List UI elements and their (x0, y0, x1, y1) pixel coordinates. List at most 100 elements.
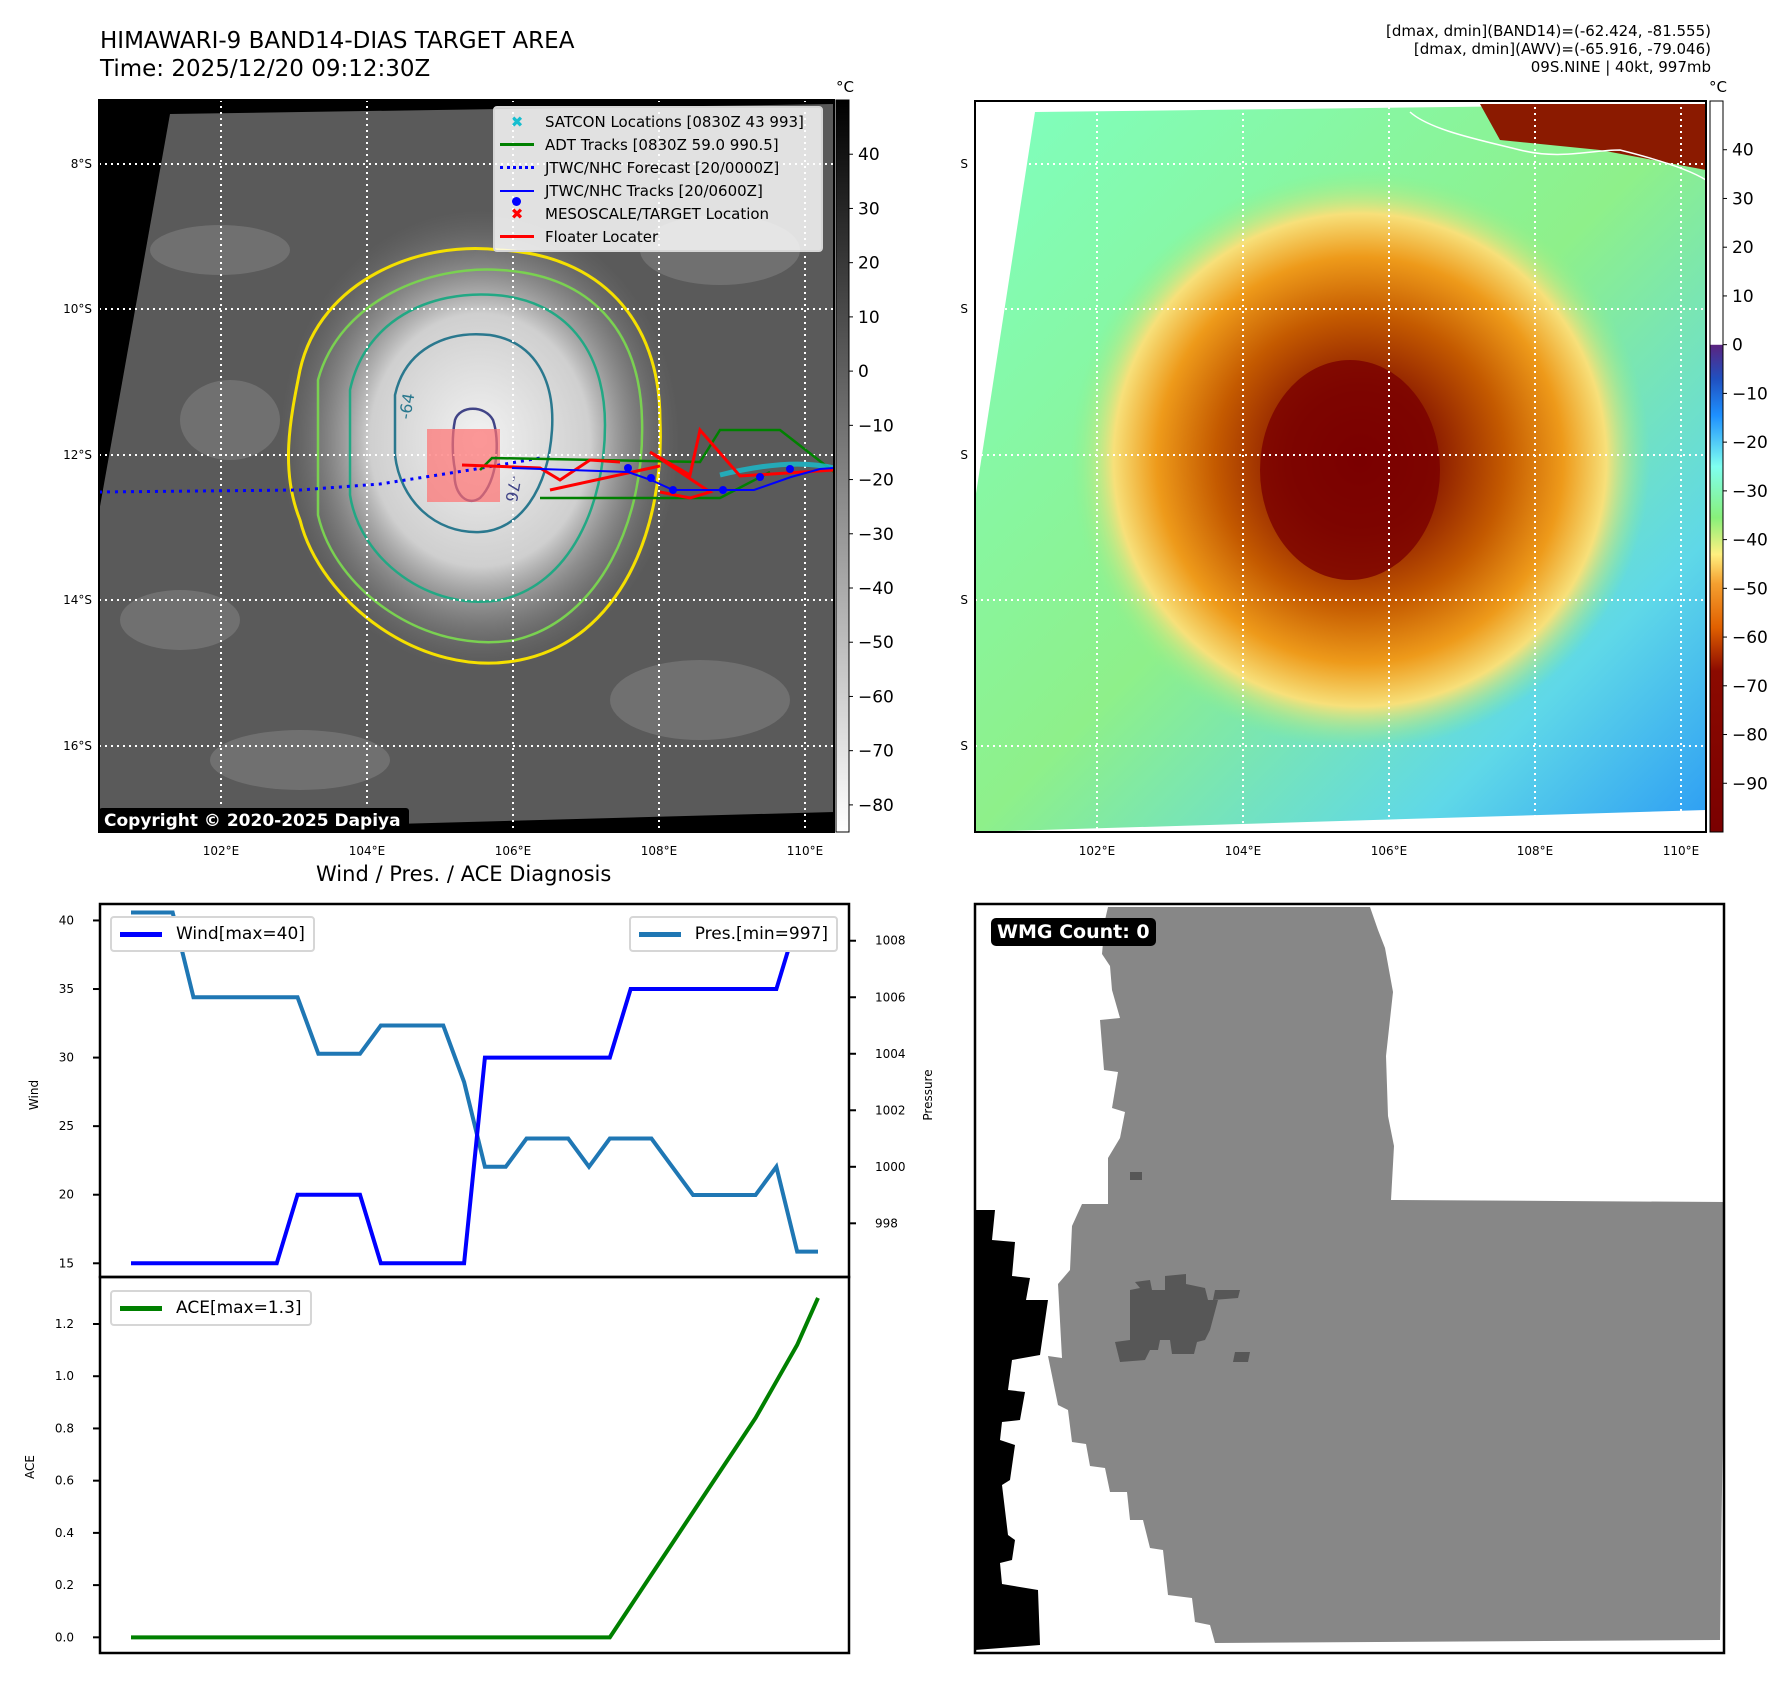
pressure-series-line (131, 910, 818, 1254)
x-marker-icon: ✖ (510, 112, 524, 131)
tick-label: 35 (59, 982, 74, 996)
wmg-gap (1002, 910, 1016, 920)
colorbar-tick-label: −30 (858, 525, 894, 545)
info-awv: [dmax, dmin](AWV)=(-65.916, -79.046) (1413, 40, 1711, 58)
solid-line-icon (495, 143, 539, 146)
legend-label: SATCON Locations [0830Z 43 993] (545, 112, 804, 131)
left-map-legend: ✖ SATCON Locations [0830Z 43 993] ADT Tra… (493, 106, 823, 252)
figure-time: Time: 2025/12/20 09:12:30Z (100, 56, 431, 82)
lat-tick: 16°S (63, 739, 92, 753)
tick-label: 1008 (875, 934, 906, 948)
copyright-text: Copyright © 2020-2025 Dapiya (104, 811, 401, 831)
lon-tick: 102°E (203, 844, 240, 858)
jtwc-forecast-track (99, 456, 541, 494)
colorbar-tick-label: 40 (1732, 141, 1754, 161)
colorbar-tick-label: −90 (1732, 774, 1768, 794)
info-block: [dmax, dmin](BAND14)=(-62.424, -81.555) … (1386, 22, 1711, 76)
lon-tick: 108°E (1517, 844, 1554, 858)
lat-tick: 14°S (960, 593, 968, 607)
diagnosis-charts: Wind Pressure ACE 15 20 25 30 35 40 998 1000 10… (23, 902, 935, 1655)
legend-label: JTWC/NHC Tracks [20/0600Z] (545, 181, 763, 200)
right-colorbar-unit: °C (1709, 78, 1727, 96)
tick-label: 0.2 (55, 1578, 74, 1592)
satcon-locations (719, 461, 834, 478)
contour-blue-teal (393, 333, 554, 534)
right-map-frame (974, 100, 1707, 833)
lon-tick: 110°E (787, 844, 824, 858)
lat-tick: 14°S (63, 593, 92, 607)
tick-label: 25 (59, 1119, 74, 1133)
lat-tick: 10°S (63, 302, 92, 316)
colorbar-tick-label: −60 (858, 687, 894, 707)
lon-tick: 104°E (1225, 844, 1262, 858)
copyright-box (99, 808, 409, 832)
legend-item-floater: Floater Locater (495, 225, 821, 248)
legend-label: Floater Locater (545, 227, 659, 246)
lon-tick: 106°E (495, 844, 532, 858)
right-colorbar (1709, 100, 1724, 833)
left-map-lon-ticks: 102°E 104°E 106°E 108°E 110°E (203, 844, 824, 858)
left-map-lat-ticks: 8°S 10°S 12°S 14°S 16°S (63, 157, 92, 753)
colorbar-tick-label: 10 (1732, 287, 1754, 307)
wmg-frame (973, 902, 1726, 1655)
storm-core (1260, 360, 1440, 580)
land-cold-cloud (1480, 104, 1706, 170)
tick-label: 1.0 (55, 1369, 74, 1383)
legend-item-adt: ADT Tracks [0830Z 59.0 990.5] (495, 133, 821, 156)
wmg-dark-cell (1213, 1290, 1240, 1300)
tick-label: 1004 (875, 1047, 906, 1061)
right-map-lat-ticks: 8°S 10°S 12°S 14°S 16°S (960, 157, 968, 753)
coastline (1409, 111, 1706, 181)
colorbar-tick-label: −30 (1732, 482, 1768, 502)
lat-tick: 16°S (960, 739, 968, 753)
contour-teal (348, 293, 607, 603)
colorbar-tick-label: −50 (858, 633, 894, 653)
right-map-panel: 8°S 10°S 12°S 14°S 16°S 102°E 104°E 106°… (960, 78, 1768, 858)
legend-label: JTWC/NHC Forecast [20/0000Z] (545, 158, 780, 177)
colorbar-tick-label: −40 (858, 579, 894, 599)
wind-legend-label: Wind[max=40] (176, 924, 305, 944)
solid-line-icon (120, 1305, 162, 1311)
tick-label: 20 (59, 1188, 74, 1202)
colorbar-tick-label: −10 (858, 416, 894, 436)
lat-tick: 12°S (960, 448, 968, 462)
lon-tick: 104°E (349, 844, 386, 858)
solid-line-icon (120, 931, 162, 937)
contour-label: -64 (395, 392, 418, 421)
solid-line-icon (638, 931, 681, 937)
colorbar-tick-label: −70 (858, 742, 894, 762)
tick-label: 0.0 (55, 1630, 74, 1644)
line-dot-marker-icon (495, 189, 539, 206)
colorbar-tick-label: 10 (858, 308, 880, 328)
info-band14: [dmax, dmin](BAND14)=(-62.424, -81.555) (1386, 22, 1711, 40)
legend-item-mesoscale: ✖ MESOSCALE/TARGET Location (495, 202, 821, 225)
colorbar-tick-label: 0 (858, 362, 869, 382)
legend-label: ADT Tracks [0830Z 59.0 990.5] (545, 135, 779, 154)
tick-label: 0.8 (55, 1421, 74, 1435)
colorbar-tick-label: −50 (1732, 579, 1768, 599)
wmg-black-region (975, 1210, 1048, 1650)
wmg-panel (973, 902, 1726, 1655)
ace-axis-label: ACE (23, 1455, 37, 1479)
wmg-dark-cell (1233, 1352, 1250, 1362)
legend-label: MESOSCALE/TARGET Location (545, 204, 770, 223)
left-colorbar-unit: °C (836, 78, 854, 96)
ace-axes-frame (98, 1275, 851, 1655)
wind-axis-label: Wind (27, 1080, 41, 1110)
tick-label: 0.4 (55, 1526, 74, 1540)
lat-tick: 8°S (960, 157, 968, 171)
legend-item-forecast: JTWC/NHC Forecast [20/0000Z] (495, 156, 821, 179)
colorbar-tick-label: 40 (858, 145, 880, 165)
diagnosis-title: Wind / Pres. / ACE Diagnosis (316, 862, 612, 886)
pressure-axis-label: Pressure (921, 1069, 935, 1120)
left-colorbar (835, 99, 850, 833)
tick-label: 1006 (875, 990, 906, 1004)
tick-label: 0.6 (55, 1474, 74, 1488)
pressure-legend-label: Pres.[min=997] (694, 924, 828, 944)
contour-label: -76 (502, 474, 525, 503)
colorbar-tick-label: −70 (1732, 677, 1768, 697)
left-map-frame (98, 99, 835, 833)
tick-label: 30 (59, 1051, 74, 1065)
colorbar-tick-label: −80 (1732, 726, 1768, 746)
wmg-count-badge: WMG Count: 0 (991, 918, 1156, 946)
